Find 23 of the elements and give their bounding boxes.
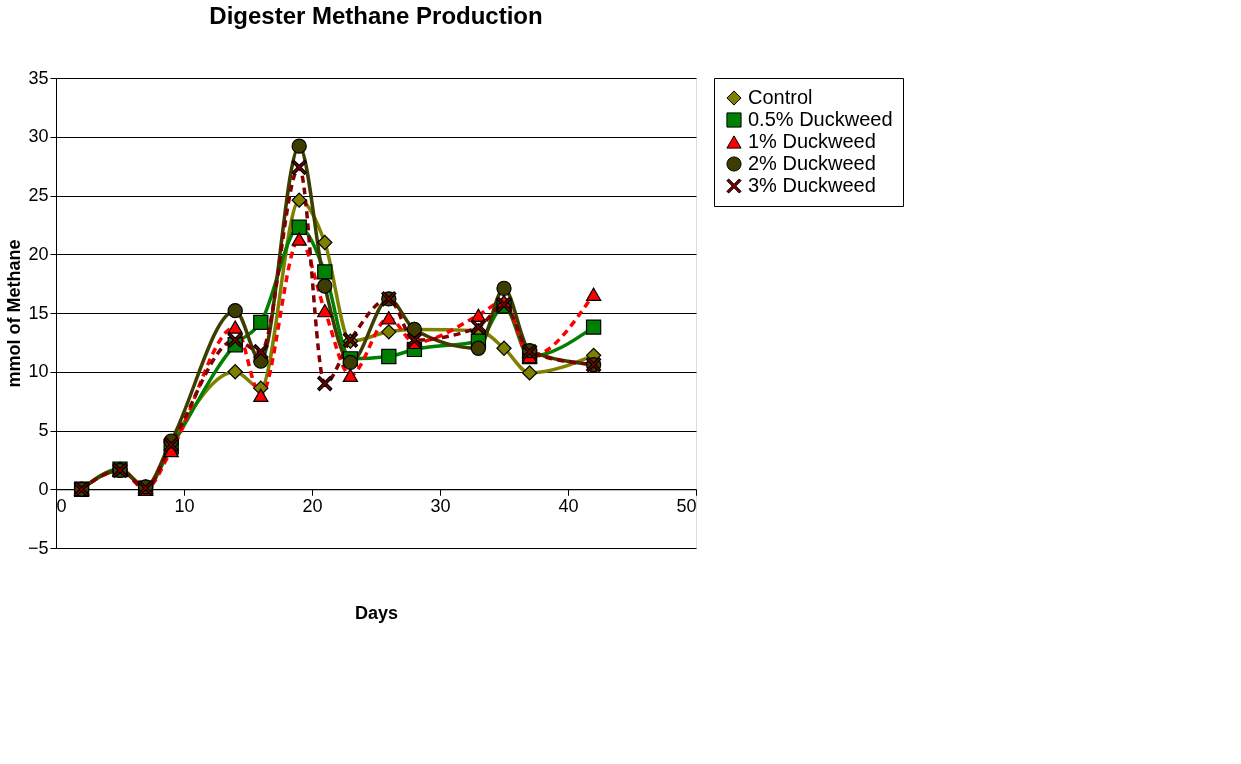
legend-label: 2% Duckweed [748, 152, 876, 174]
y-tick-label: 20 [28, 243, 49, 264]
y-tick-label: 25 [28, 185, 49, 205]
y-tick-label: 30 [28, 126, 49, 147]
chart-title: Digester Methane Production [209, 2, 543, 29]
x-tick-label: 20 [302, 495, 323, 516]
y-tick-label: 10 [28, 361, 49, 382]
y-tick-label: −5 [27, 537, 49, 558]
x-tick-label: 30 [430, 495, 451, 516]
x-tick-label: 40 [558, 495, 579, 516]
x-axis-title: Days [354, 602, 399, 623]
legend-label: 3% Duckweed [748, 174, 876, 196]
x-tick-label: 10 [174, 495, 195, 516]
legend-label: Control [748, 86, 813, 108]
x-tick-label: 50 [676, 495, 697, 516]
y-tick-label: 35 [28, 67, 49, 88]
legend-label: 0.5% Duckweed [748, 108, 893, 130]
y-axis-title: mmol of Methane [3, 239, 24, 388]
y-tick-label: 15 [28, 302, 49, 323]
y-tick-label: 0 [38, 478, 49, 499]
legend-label: 1% Duckweed [748, 130, 876, 152]
y-tick-label: 5 [38, 420, 49, 440]
x-tick-label: 0 [56, 495, 67, 516]
